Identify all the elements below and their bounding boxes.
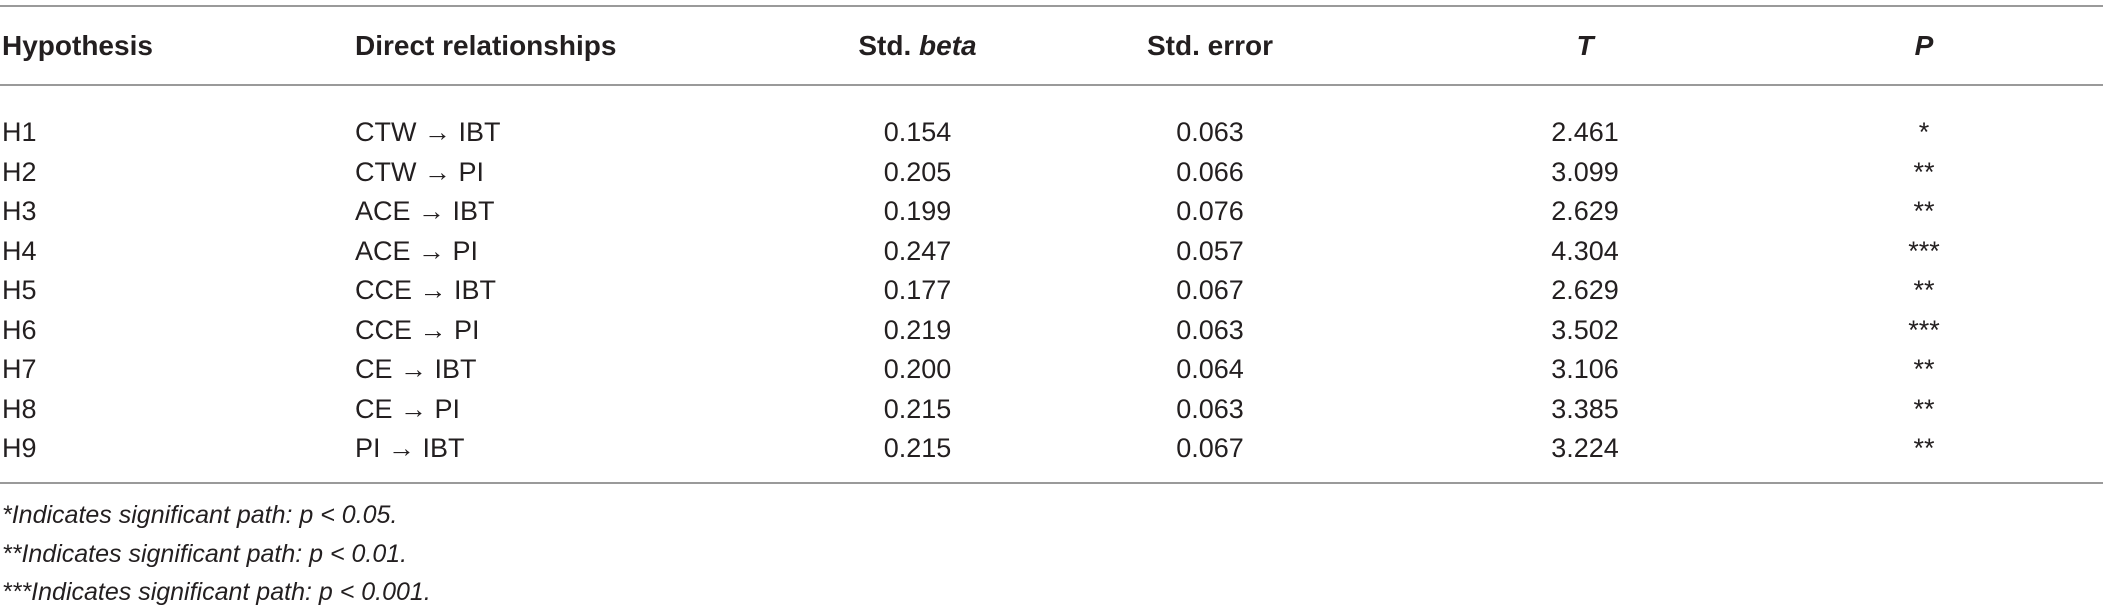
cell-hypothesis: H8: [2, 393, 37, 424]
bottom-rule: [0, 482, 2103, 484]
cell-p: **: [1913, 354, 1935, 385]
header-t: T: [1576, 29, 1594, 61]
cell-t: 2.461: [1551, 117, 1619, 148]
cell-std-error: 0.063: [1176, 314, 1244, 345]
top-rule: [0, 5, 2103, 7]
cell-hypothesis: H2: [2, 156, 37, 187]
cell-p: ***: [1908, 235, 1940, 266]
cell-hypothesis: H1: [2, 117, 37, 148]
cell-std-error: 0.067: [1176, 275, 1244, 306]
cell-p: ***: [1908, 314, 1940, 345]
cell-std-error: 0.067: [1176, 433, 1244, 464]
cell-std-beta: 0.199: [883, 196, 952, 227]
footnote-p005: *Indicates significant path: p < 0.05.: [2, 501, 398, 529]
table-row: H8 CE → PI 0.215 0.063 3.385 **: [0, 390, 2103, 430]
cell-std-error: 0.066: [1176, 156, 1244, 187]
cell-p: *: [1918, 117, 1930, 148]
footnote-p001: **Indicates significant path: p < 0.01.: [2, 539, 408, 568]
cell-relationship: CTW → IBT: [355, 117, 501, 148]
table-row: H4 ACE → PI 0.247 0.057 4.304 ***: [0, 232, 2103, 272]
cell-hypothesis: H7: [2, 354, 37, 385]
table-row: H1 CTW → IBT 0.154 0.063 2.461 *: [0, 113, 2103, 153]
footnote-p0001: ***Indicates significant path: p < 0.001…: [2, 578, 431, 606]
cell-std-beta: 0.205: [883, 156, 952, 187]
cell-t: 4.304: [1551, 235, 1619, 266]
table-row: H9 PI → IBT 0.215 0.067 3.224 **: [0, 429, 2103, 469]
cell-hypothesis: H4: [2, 235, 37, 266]
cell-hypothesis: H9: [2, 433, 37, 464]
cell-hypothesis: H3: [2, 196, 37, 227]
cell-relationship: CCE → PI: [355, 314, 480, 345]
cell-std-beta: 0.215: [883, 433, 952, 464]
cell-std-beta: 0.215: [883, 393, 952, 424]
table-row: H7 CE → IBT 0.200 0.064 3.106 **: [0, 350, 2103, 390]
cell-t: 3.099: [1551, 156, 1619, 187]
cell-relationship: CE → PI: [355, 393, 461, 424]
cell-std-error: 0.063: [1176, 117, 1244, 148]
table-header-row: Hypothesis Direct relationships Std. bet…: [0, 7, 2103, 84]
cell-t: 2.629: [1551, 275, 1619, 306]
table-row: H5 CCE → IBT 0.177 0.067 2.629 **: [0, 271, 2103, 311]
cell-relationship: PI → IBT: [355, 433, 465, 464]
cell-relationship: CTW → PI: [355, 156, 484, 187]
cell-relationship: CCE → IBT: [355, 275, 497, 306]
header-direct-relationships: Direct relationships: [355, 29, 617, 61]
cell-std-beta: 0.219: [883, 314, 952, 345]
table-row: H2 CTW → PI 0.205 0.066 3.099 **: [0, 153, 2103, 193]
cell-std-beta: 0.200: [883, 354, 952, 385]
cell-p: **: [1913, 196, 1935, 227]
table-footnotes: *Indicates significant path: p < 0.05. *…: [2, 496, 431, 612]
header-std-beta: Std. beta: [840, 7, 995, 84]
cell-t: 3.502: [1551, 314, 1619, 345]
table-spacer-row: [0, 84, 2103, 113]
table-row: H6 CCE → PI 0.219 0.063 3.502 ***: [0, 311, 2103, 351]
header-hypothesis: Hypothesis: [2, 29, 153, 61]
header-rule: [0, 84, 2103, 86]
cell-std-error: 0.064: [1176, 354, 1244, 385]
cell-p: **: [1913, 275, 1935, 306]
hypothesis-results-table: Hypothesis Direct relationships Std. bet…: [0, 7, 2103, 469]
cell-relationship: ACE → PI: [355, 235, 479, 266]
cell-hypothesis: H5: [2, 275, 37, 306]
header-std-beta-italic: beta: [919, 29, 977, 61]
header-std-error: Std. error: [1146, 29, 1274, 61]
cell-t: 3.106: [1551, 354, 1619, 385]
cell-p: **: [1913, 156, 1935, 187]
header-std-beta-prefix: Std.: [858, 29, 912, 61]
table-row: H3 ACE → IBT 0.199 0.076 2.629 **: [0, 192, 2103, 232]
cell-t: 2.629: [1551, 196, 1619, 227]
cell-std-error: 0.076: [1176, 196, 1244, 227]
cell-std-beta: 0.177: [883, 275, 952, 306]
cell-relationship: ACE → IBT: [355, 196, 495, 227]
cell-std-beta: 0.247: [883, 235, 952, 266]
cell-t: 3.224: [1551, 433, 1619, 464]
cell-relationship: CE → IBT: [355, 354, 477, 385]
cell-std-error: 0.063: [1176, 393, 1244, 424]
cell-t: 3.385: [1551, 393, 1619, 424]
header-p: P: [1914, 29, 1934, 61]
cell-std-error: 0.057: [1176, 235, 1244, 266]
cell-std-beta: 0.154: [883, 117, 952, 148]
cell-hypothesis: H6: [2, 314, 37, 345]
cell-p: **: [1913, 393, 1935, 424]
cell-p: **: [1913, 433, 1935, 464]
